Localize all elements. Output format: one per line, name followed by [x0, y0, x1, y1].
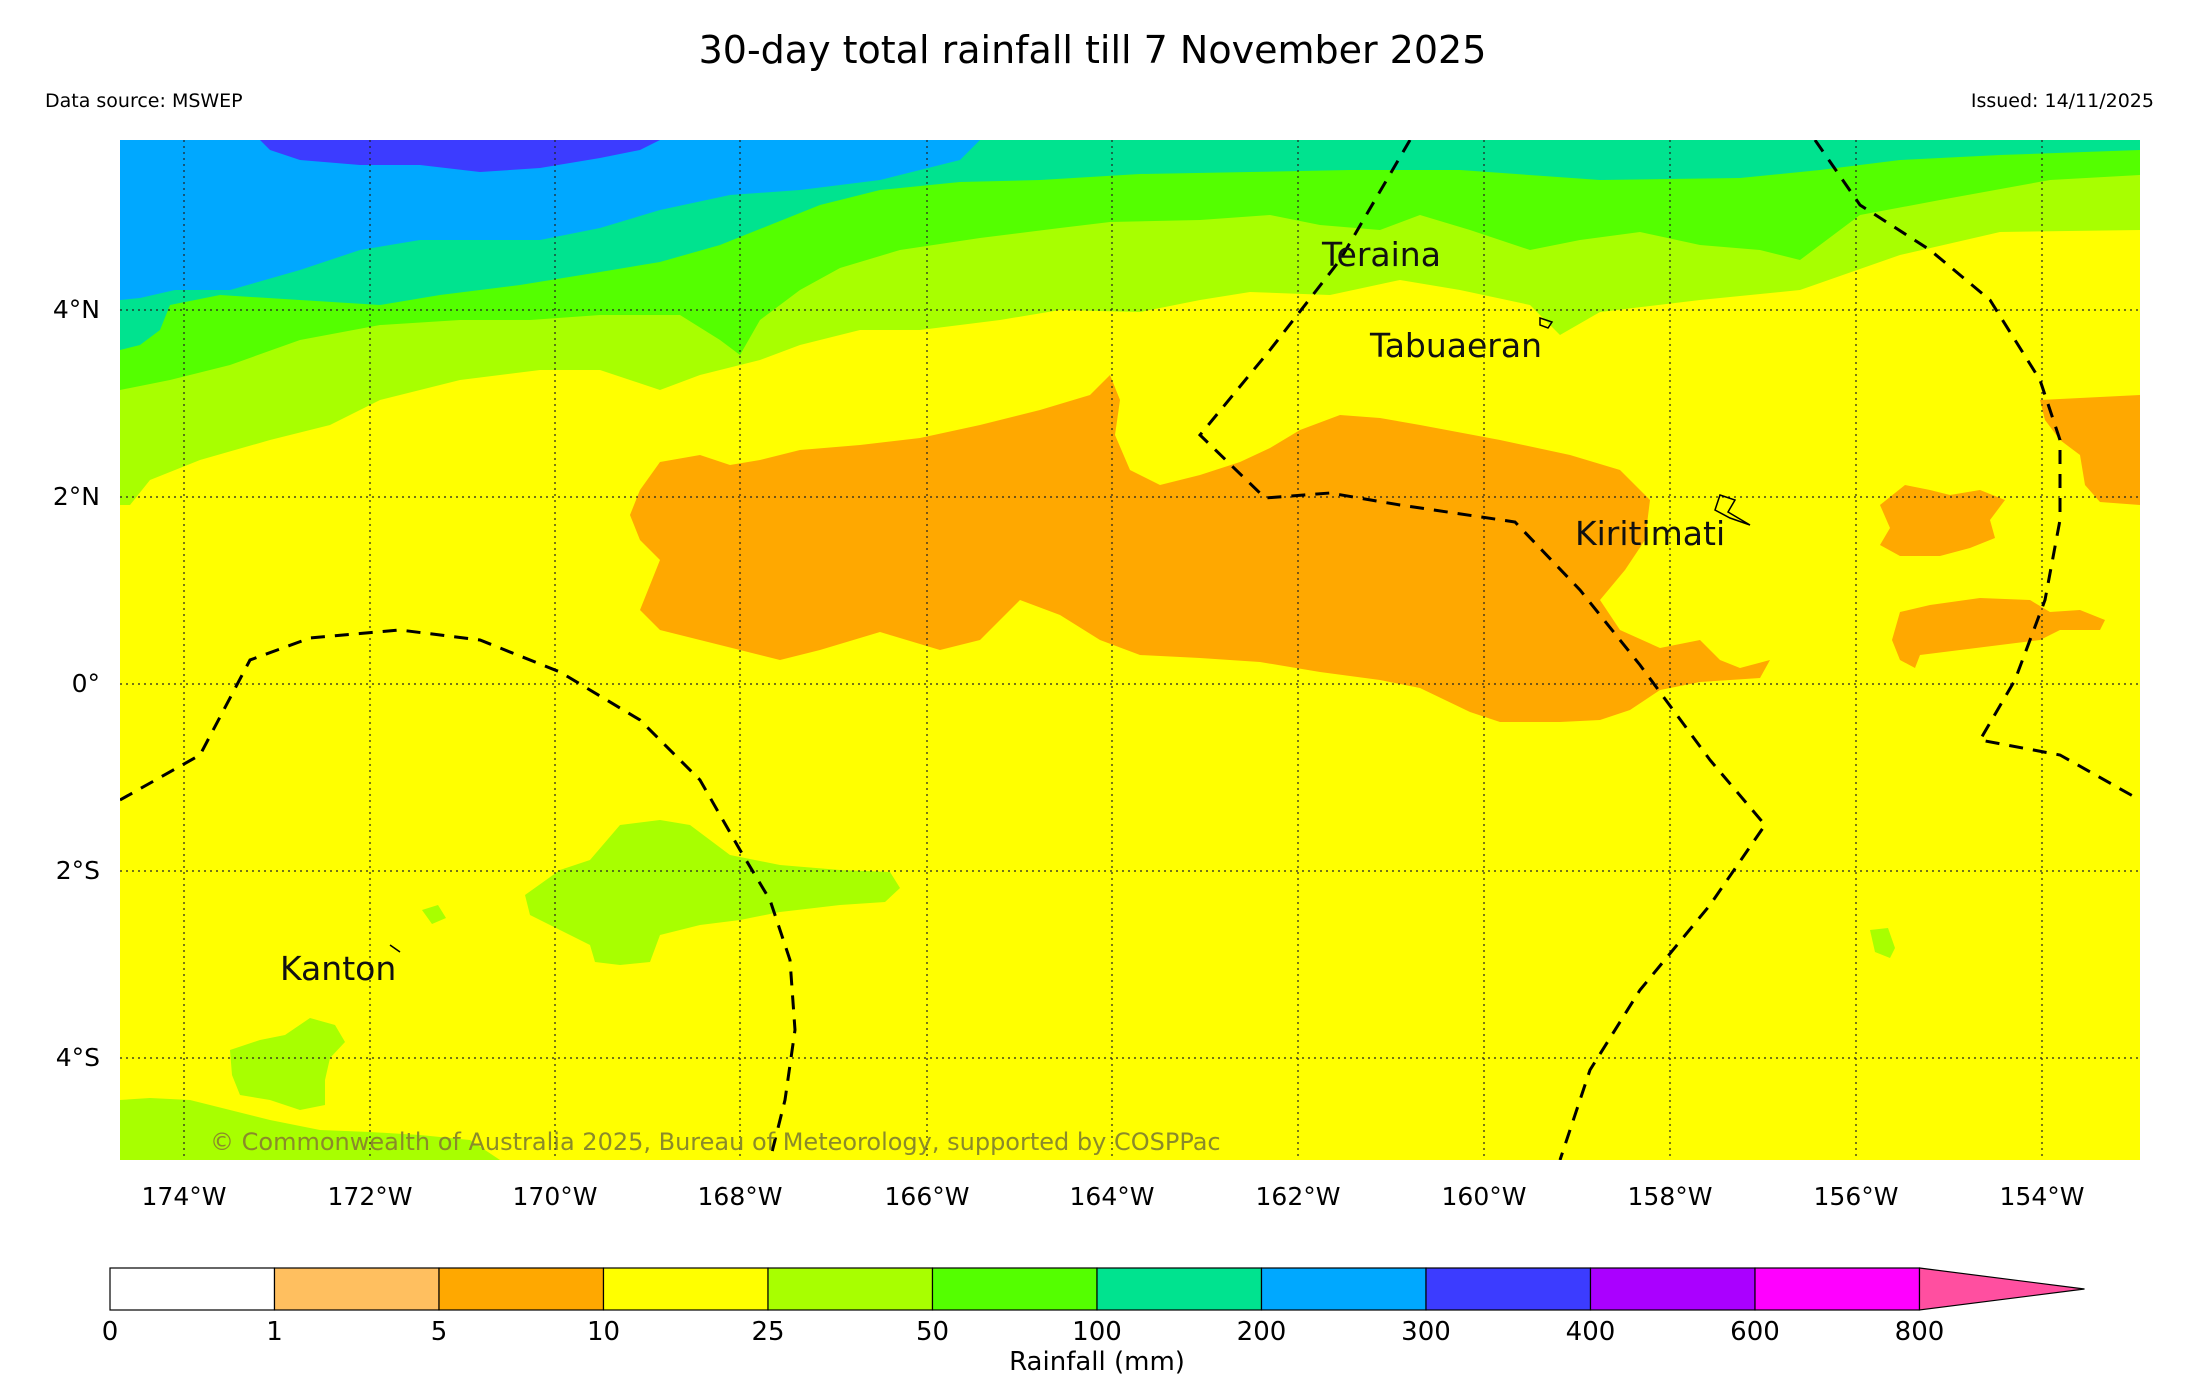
colorbar-extension — [1918, 1267, 2085, 1311]
colorbar-tick-label: 50 — [916, 1317, 949, 1347]
rainfall-band-200-300 — [120, 140, 980, 300]
lat-tick-label: 4°S — [56, 1043, 100, 1072]
place-label-teraina: Teraina — [1321, 235, 1441, 274]
lon-tick-label: 174°W — [142, 1182, 227, 1211]
colorbar: 0 1 5 10 25 50 100 200 300 400 600 800 — [102, 1267, 2085, 1347]
lon-tick-label: 162°W — [1256, 1182, 1341, 1211]
colorbar-tick-label: 0 — [102, 1317, 119, 1347]
lon-tick-label: 170°W — [513, 1182, 598, 1211]
lon-tick-label: 172°W — [328, 1182, 413, 1211]
colorbar-tick-label: 5 — [431, 1317, 448, 1347]
colorbar-segment — [1589, 1267, 1756, 1311]
lat-tick-label: 0° — [72, 669, 100, 698]
rainfall-band-25-50-south-e — [1870, 928, 1895, 958]
colorbar-segment — [1260, 1267, 1427, 1311]
rainfall-band-25-50-south-b — [230, 1018, 345, 1110]
issued-date-text: Issued: 14/11/2025 — [1970, 90, 2154, 112]
colorbar-tick-label: 400 — [1566, 1317, 1616, 1347]
colorbar-tick-label: 25 — [751, 1317, 784, 1347]
colorbar-tick-label: 200 — [1237, 1317, 1287, 1347]
lon-tick-label: 168°W — [698, 1182, 783, 1211]
colorbar-tick-label: 600 — [1730, 1317, 1780, 1347]
rainfall-field — [120, 140, 2140, 1160]
colorbar-segment — [767, 1267, 934, 1311]
colorbar-segment — [1754, 1267, 1921, 1311]
lon-tick-label: 166°W — [885, 1182, 970, 1211]
rainfall-band-5-10-east-b — [1880, 485, 2005, 556]
lat-tick-label: 2°S — [56, 856, 100, 885]
colorbar-tick-label: 300 — [1401, 1317, 1451, 1347]
rainfall-band-25-50-south-a — [525, 820, 900, 965]
colorbar-title: Rainfall (mm) — [1009, 1347, 1185, 1377]
map-title: 30-day total rainfall till 7 November 20… — [698, 28, 1487, 72]
colorbar-segment — [931, 1267, 1098, 1311]
place-label-kanton: Kanton — [280, 949, 396, 988]
rainfall-band-300-400 — [260, 140, 660, 172]
rainfall-band-25-50-south-d — [422, 905, 446, 924]
lon-tick-label: 160°W — [1442, 1182, 1527, 1211]
lon-tick-label: 156°W — [1814, 1182, 1899, 1211]
rainfall-band-5-10-central — [630, 375, 1770, 722]
lon-tick-label: 158°W — [1628, 1182, 1713, 1211]
colorbar-segment — [602, 1267, 769, 1311]
rainfall-band-5-10-east-a — [2040, 395, 2140, 505]
colorbar-tick-label: 800 — [1895, 1317, 1945, 1347]
colorbar-tick-label: 10 — [587, 1317, 620, 1347]
lon-tick-label: 154°W — [2000, 1182, 2085, 1211]
rainfall-band-5-10-east-c — [1892, 598, 2105, 668]
rainfall-band-25-50-south-c — [120, 1098, 500, 1160]
map-gridlines — [120, 140, 2140, 1160]
copyright-text: © Commonwealth of Australia 2025, Bureau… — [210, 1128, 1221, 1156]
colorbar-segment — [1096, 1267, 1263, 1311]
data-source-text: Data source: MSWEP — [45, 90, 243, 112]
lat-tick-label: 2°N — [53, 482, 100, 511]
colorbar-tick-label: 100 — [1072, 1317, 1122, 1347]
lon-tick-label: 164°W — [1070, 1182, 1155, 1211]
colorbar-segment — [1425, 1267, 1592, 1311]
colorbar-tick-label: 1 — [266, 1317, 283, 1347]
place-label-kiritimati: Kiritimati — [1575, 514, 1725, 553]
eez-boundaries — [120, 140, 2140, 1160]
colorbar-segment — [273, 1267, 440, 1311]
colorbar-segment — [109, 1267, 276, 1311]
lat-tick-label: 4°N — [53, 295, 100, 324]
place-label-tabuaeran: Tabuaeran — [1369, 326, 1542, 365]
colorbar-segment — [438, 1267, 605, 1311]
island-outlines — [389, 316, 1751, 953]
